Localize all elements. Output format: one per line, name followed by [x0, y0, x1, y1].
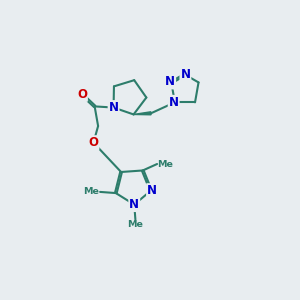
Text: Me: Me: [128, 220, 143, 229]
Polygon shape: [134, 112, 151, 115]
Text: O: O: [88, 136, 98, 149]
Text: N: N: [109, 101, 118, 114]
Text: N: N: [169, 96, 179, 109]
Text: O: O: [77, 88, 87, 101]
Text: Me: Me: [83, 188, 99, 196]
Text: N: N: [180, 68, 190, 81]
Text: N: N: [165, 76, 175, 88]
Text: N: N: [147, 184, 157, 197]
Text: N: N: [129, 198, 139, 211]
Text: Me: Me: [157, 160, 173, 169]
